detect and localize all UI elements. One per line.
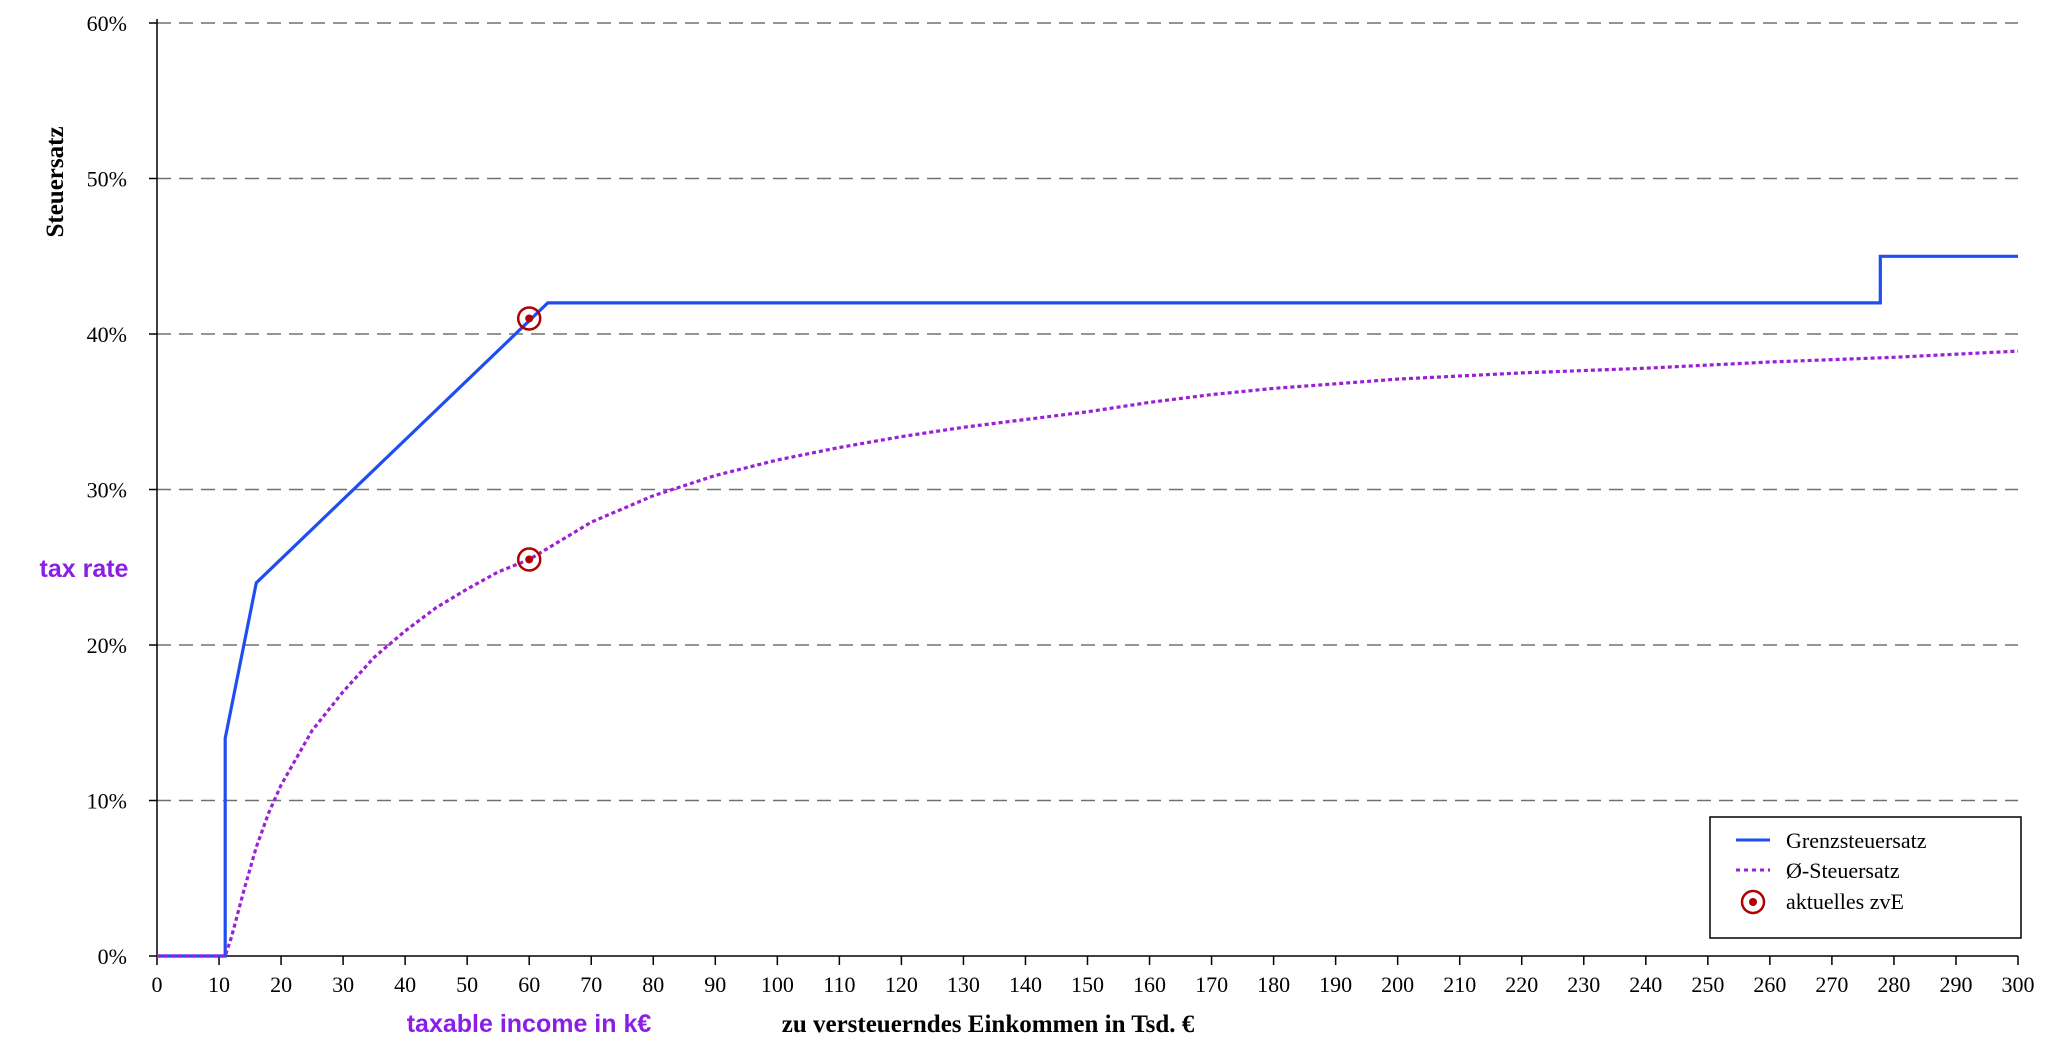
taxable-income-annotation: taxable income in k€: [407, 1010, 652, 1038]
x-tick-label: 130: [947, 972, 980, 997]
x-tick-label: 80: [642, 972, 664, 997]
x-tick-label: 260: [1753, 972, 1786, 997]
x-tick-label: 60: [518, 972, 540, 997]
y-tick-label: 30%: [87, 478, 127, 503]
x-tick-label: 190: [1319, 972, 1352, 997]
x-tick-label: 160: [1133, 972, 1166, 997]
x-tick-label: 20: [270, 972, 292, 997]
x-tick-labels: 0 10 20 30 40 50 60 70 80 90 100 110 120 130 140 150 160…: [152, 972, 2035, 997]
current-income-marker: [516, 306, 542, 331]
y-tick-label: 50%: [87, 167, 127, 192]
series-line-marginal-rate: [157, 254, 2018, 958]
tax-rate-annotation: tax rate: [40, 555, 129, 583]
series-line-average-rate: [157, 349, 2019, 958]
x-tick-label: 180: [1257, 972, 1290, 997]
y-tick-labels: 0% 10% 20% 30% 40% 50% 60%: [87, 11, 127, 969]
x-tick-label: 300: [2002, 972, 2035, 997]
x-tick-label: 200: [1381, 972, 1414, 997]
x-tick-label: 280: [1877, 972, 1910, 997]
x-tick-label: 230: [1567, 972, 1600, 997]
x-tick-label: 150: [1071, 972, 1104, 997]
x-tick-label: 100: [761, 972, 794, 997]
legend-label-average: Ø-Steuersatz: [1786, 858, 1900, 883]
x-tick-label: 10: [208, 972, 230, 997]
y-axis-title: Steuersatz: [42, 126, 69, 237]
x-tick-label: 290: [1939, 972, 1972, 997]
y-tick-label: 20%: [87, 633, 127, 658]
y-tick-label: 10%: [87, 789, 127, 814]
x-tick-label: 250: [1691, 972, 1724, 997]
y-tick-label: 40%: [87, 322, 127, 347]
current-income-markers: [516, 306, 542, 572]
gridlines: [157, 22, 2018, 802]
x-tick-label: 110: [823, 972, 855, 997]
x-tick-label: 90: [704, 972, 726, 997]
y-tick-label: 60%: [87, 11, 127, 36]
x-tick-label: 220: [1505, 972, 1538, 997]
x-tick-label: 0: [152, 972, 163, 997]
x-tick-label: 40: [394, 972, 416, 997]
legend-box: [1709, 816, 2022, 939]
series-lines: [157, 254, 2019, 958]
x-tick-label: 120: [885, 972, 918, 997]
x-tick-label: 270: [1815, 972, 1848, 997]
x-tick-label: 240: [1629, 972, 1662, 997]
legend-label-marker: aktuelles zvE: [1786, 889, 1904, 914]
axes: [149, 19, 2019, 965]
x-tick-label: 140: [1009, 972, 1042, 997]
x-tick-label: 50: [456, 972, 478, 997]
legend: Grenzsteuersatz Ø-Steuersatz aktuelles z…: [1709, 816, 2022, 939]
x-tick-label: 70: [580, 972, 602, 997]
x-tick-label: 30: [332, 972, 354, 997]
x-axis-title: zu versteuerndes Einkommen in Tsd. €: [782, 1011, 1195, 1038]
legend-label-marginal: Grenzsteuersatz: [1786, 828, 1927, 853]
y-tick-label: 0%: [98, 944, 127, 969]
current-income-marker-dot: [525, 314, 534, 323]
x-tick-label: 210: [1443, 972, 1476, 997]
current-income-marker: [516, 547, 542, 572]
x-tick-label: 170: [1195, 972, 1228, 997]
current-income-marker-dot: [525, 555, 534, 564]
legend-swatch-marker-dot: [1749, 898, 1757, 906]
